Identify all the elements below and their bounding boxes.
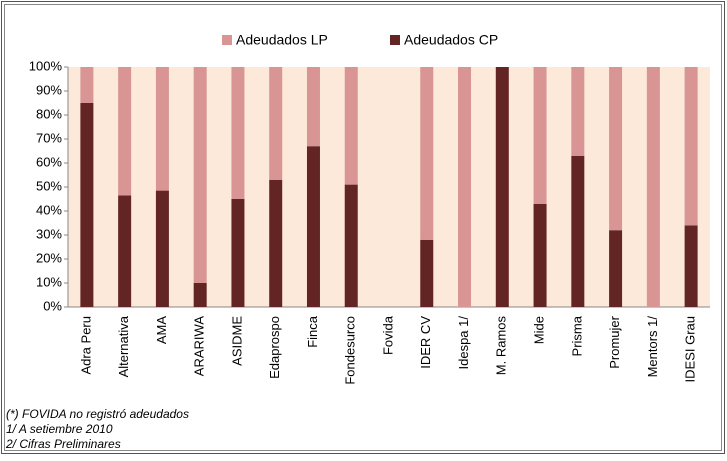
y-tick-label: 80%	[36, 106, 62, 121]
bar-segment	[80, 67, 94, 103]
y-tick-label: 40%	[36, 202, 62, 217]
bar-segment	[609, 230, 623, 307]
bar-segment	[420, 67, 434, 240]
bar-segment	[458, 67, 472, 307]
bar-segment	[193, 283, 207, 307]
bar-segment	[269, 179, 283, 307]
x-tick-label: Fondesurco	[343, 316, 358, 385]
bar-segment	[533, 67, 547, 204]
y-tick-label: 20%	[36, 250, 62, 265]
bar-segment	[495, 67, 509, 307]
y-tick-label: 100%	[29, 58, 63, 73]
x-tick-label: Mentors 1/	[645, 316, 660, 378]
bar-segment	[118, 195, 132, 307]
x-tick-label: ARARIWA	[192, 316, 207, 377]
bar-segment	[155, 190, 169, 307]
x-tick-label: ASIDME	[229, 316, 244, 366]
bar-segment	[269, 67, 283, 180]
bar-segment	[571, 67, 585, 156]
plot-background	[68, 67, 710, 307]
x-tick-label: Fovida	[380, 315, 395, 355]
bar-segment	[231, 199, 245, 307]
bar-segment	[231, 67, 245, 199]
y-tick-label: 50%	[36, 178, 62, 193]
y-tick-label: 10%	[36, 274, 62, 289]
inner-frame	[4, 4, 722, 451]
x-tick-label: IDER CV	[418, 316, 433, 369]
x-tick-label: Adra Peru	[78, 316, 93, 375]
x-tick-label: Idespa 1/	[456, 316, 471, 370]
x-tick-label: AMA	[154, 316, 169, 345]
y-tick-label: 90%	[36, 82, 62, 97]
note: (*) FOVIDA no registró adeudados	[6, 407, 189, 421]
x-tick-label: M. Ramos	[494, 316, 509, 376]
bar-segment	[155, 67, 169, 191]
bar-segment	[80, 103, 94, 307]
outer-frame	[1, 1, 725, 454]
bar-segment	[420, 239, 434, 307]
x-tick-label: Prisma	[569, 315, 584, 356]
x-tick-label: IDESI Grau	[683, 316, 698, 382]
y-tick-label: 60%	[36, 154, 62, 169]
bar-segment	[344, 184, 358, 307]
bar-segment	[306, 67, 320, 147]
legend-swatch	[390, 35, 400, 45]
note: 1/ A setiembre 2010	[6, 422, 113, 436]
x-tick-label: Promujer	[607, 315, 622, 368]
bar-segment	[118, 67, 132, 196]
bar-segment	[306, 146, 320, 307]
x-tick-label: Edaprospo	[267, 316, 282, 379]
bar-segment	[571, 155, 585, 307]
bar-segment	[684, 67, 698, 226]
note: 2/ Cifras Preliminares	[5, 437, 121, 451]
y-tick-label: 30%	[36, 226, 62, 241]
y-tick-label: 70%	[36, 130, 62, 145]
x-tick-label: Finca	[305, 315, 320, 348]
y-tick-label: 0%	[43, 298, 62, 313]
legend-swatch	[222, 35, 232, 45]
legend-label: Adeudados LP	[236, 32, 328, 48]
x-tick-label: Alternativa	[116, 315, 131, 377]
legend-label: Adeudados CP	[404, 32, 498, 48]
bar-segment	[344, 67, 358, 185]
bar-segment	[609, 67, 623, 231]
bar-segment	[684, 225, 698, 307]
bar-segment	[533, 203, 547, 307]
bar-segment	[193, 67, 207, 283]
x-tick-label: Mide	[531, 316, 546, 344]
bar-segment	[646, 67, 660, 307]
